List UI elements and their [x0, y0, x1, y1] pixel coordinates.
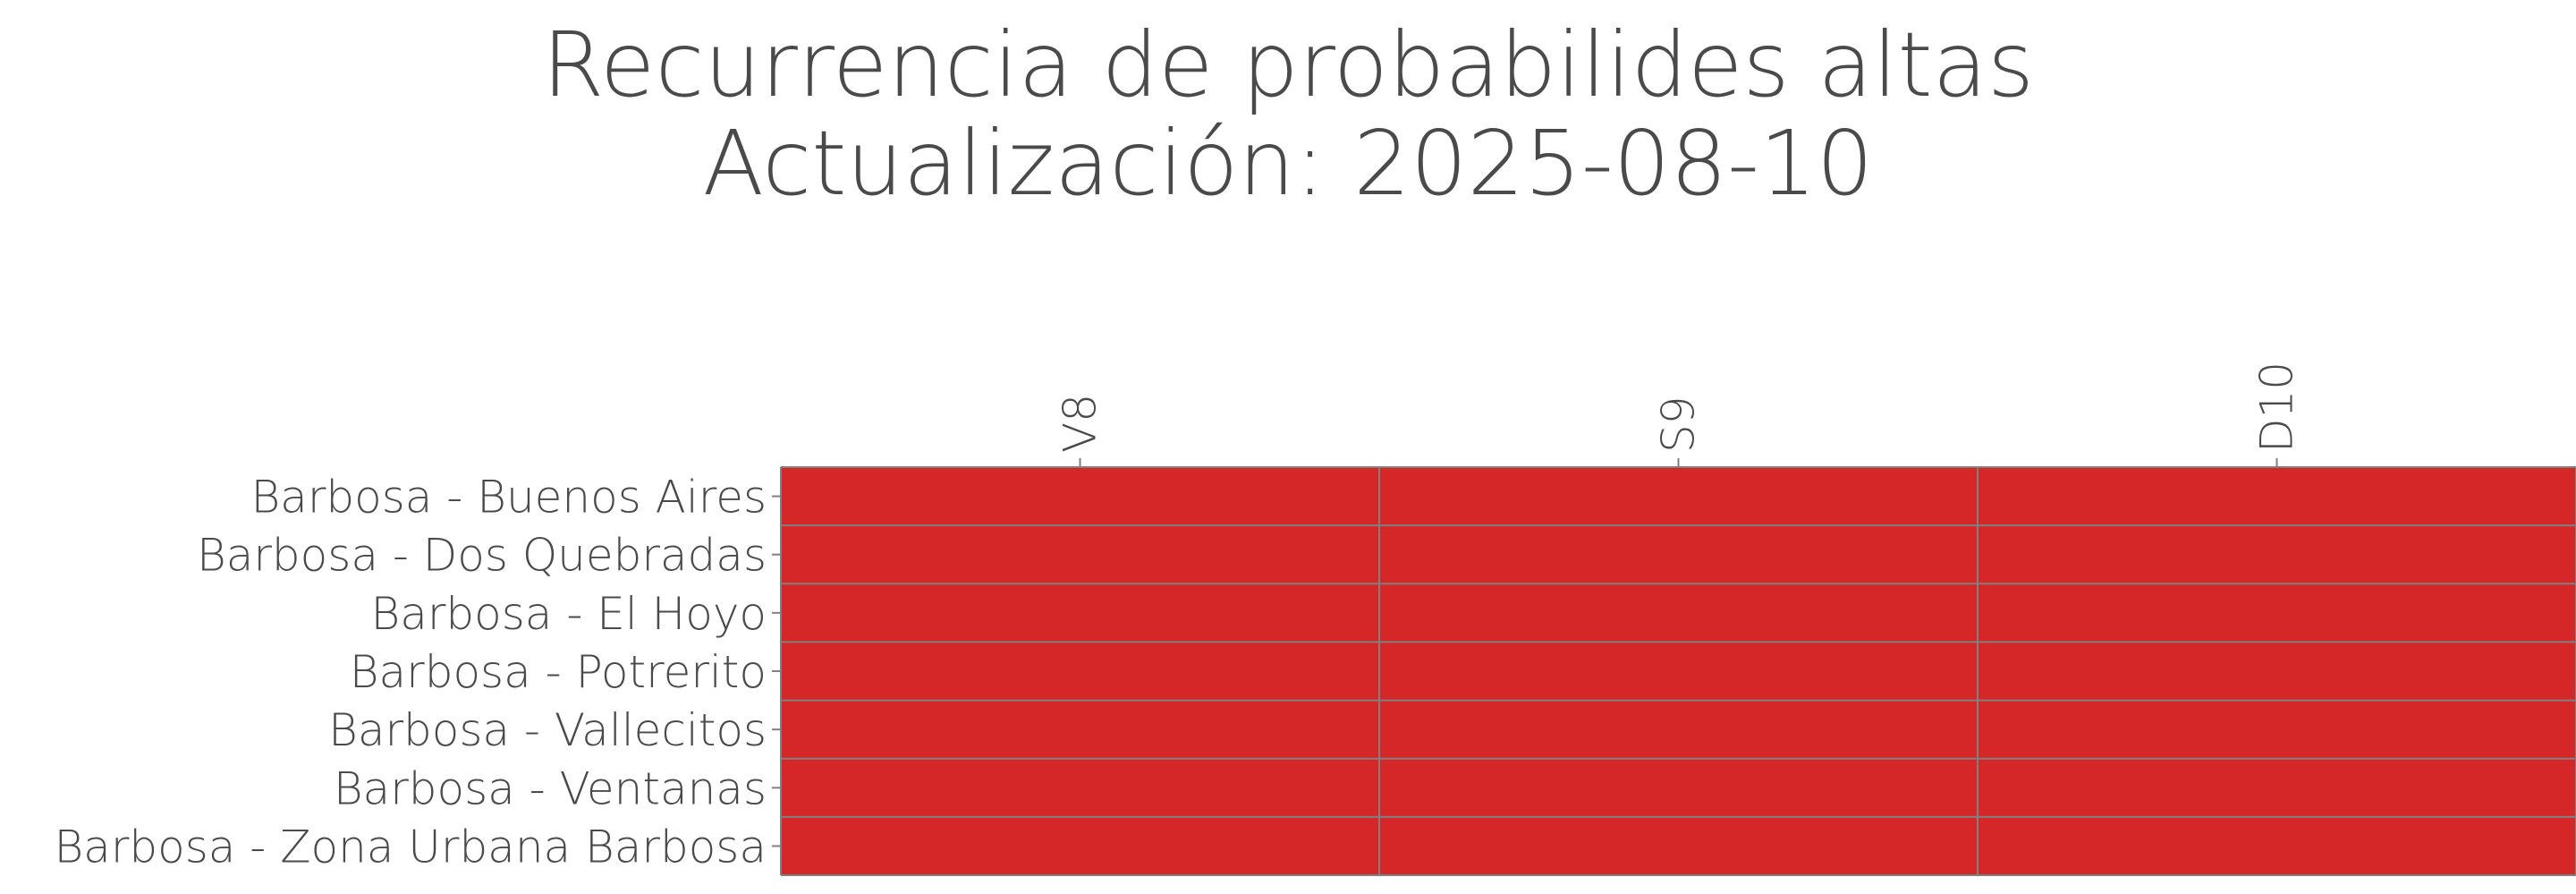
heatmap-cell	[1978, 467, 2576, 526]
heatmap-cell	[1379, 758, 1978, 817]
heatmap-cell	[1978, 700, 2576, 759]
y-tick-label: Barbosa - El Hoyo	[370, 588, 767, 640]
heatmap-cell	[1978, 583, 2576, 643]
heatmap-cell	[781, 758, 1379, 817]
heatmap-cell	[1379, 467, 1978, 526]
heatmap-cell	[781, 467, 1379, 526]
chart-title: Recurrencia de probabilides altas	[541, 13, 2035, 117]
y-tick-label: Barbosa - Potrerito	[350, 646, 767, 698]
x-tick-label: S9	[1653, 396, 1705, 453]
heatmap-cell	[781, 700, 1379, 759]
heatmap-cell	[1379, 816, 1978, 875]
heatmap-cell	[781, 642, 1379, 701]
y-tick-label: Barbosa - Buenos Aires	[250, 472, 767, 524]
chart-title-block: Recurrencia de probabilides altas Actual…	[0, 16, 2576, 213]
heatmap-cell	[1978, 525, 2576, 584]
heatmap-cell	[1978, 642, 2576, 701]
heatmap-cell	[781, 525, 1379, 584]
heatmap-cell	[781, 583, 1379, 643]
y-tick-label: Barbosa - Dos Quebradas	[197, 530, 767, 582]
heatmap-cell	[1978, 758, 2576, 817]
heatmap-cells	[781, 467, 2576, 875]
heatmap-cell	[1978, 816, 2576, 875]
y-tick-label: Barbosa - Zona Urbana Barbosa	[54, 821, 767, 873]
x-axis-ticks: V8 S9 D10	[1055, 362, 2303, 467]
heatmap-cell	[1379, 642, 1978, 701]
y-tick-label: Barbosa - Ventanas	[334, 762, 767, 814]
y-axis-ticks: Barbosa - Buenos Aires Barbosa - Dos Queb…	[54, 472, 781, 873]
heatmap-cell	[1379, 700, 1978, 759]
chart-subtitle: Actualización: 2025-08-10	[702, 111, 1874, 216]
heatmap-cell	[781, 816, 1379, 875]
heatmap-cell	[1379, 525, 1978, 584]
x-tick-label: V8	[1055, 394, 1106, 453]
y-tick-label: Barbosa - Vallecitos	[328, 704, 767, 756]
heatmap-cell	[1379, 583, 1978, 643]
x-tick-label: D10	[2251, 362, 2303, 453]
